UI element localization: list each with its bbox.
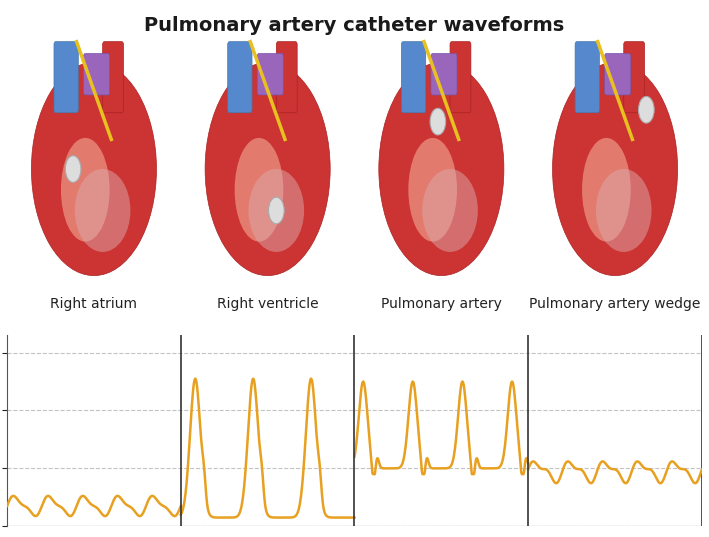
Text: Pulmonary artery catheter waveforms: Pulmonary artery catheter waveforms: [145, 16, 564, 35]
Circle shape: [639, 97, 654, 123]
Ellipse shape: [31, 62, 157, 275]
Circle shape: [430, 108, 446, 135]
FancyBboxPatch shape: [450, 42, 471, 113]
Ellipse shape: [596, 169, 652, 252]
FancyBboxPatch shape: [575, 42, 599, 113]
FancyBboxPatch shape: [401, 42, 425, 113]
FancyBboxPatch shape: [624, 42, 644, 113]
Ellipse shape: [423, 169, 478, 252]
Ellipse shape: [379, 62, 504, 275]
FancyBboxPatch shape: [84, 54, 110, 95]
FancyBboxPatch shape: [277, 42, 297, 113]
Ellipse shape: [205, 62, 330, 275]
Text: Pulmonary artery wedge: Pulmonary artery wedge: [530, 297, 700, 311]
Text: Right atrium: Right atrium: [50, 297, 138, 311]
Ellipse shape: [552, 62, 678, 275]
FancyBboxPatch shape: [103, 42, 123, 113]
FancyBboxPatch shape: [431, 54, 457, 95]
Circle shape: [65, 156, 81, 183]
Text: Right ventricle: Right ventricle: [217, 297, 318, 311]
FancyBboxPatch shape: [54, 42, 78, 113]
Ellipse shape: [61, 138, 110, 242]
Circle shape: [269, 197, 284, 224]
FancyBboxPatch shape: [257, 54, 284, 95]
Ellipse shape: [235, 138, 284, 242]
Ellipse shape: [582, 138, 631, 242]
Ellipse shape: [249, 169, 304, 252]
FancyBboxPatch shape: [605, 54, 631, 95]
Ellipse shape: [75, 169, 130, 252]
FancyBboxPatch shape: [228, 42, 252, 113]
Text: Pulmonary artery: Pulmonary artery: [381, 297, 502, 311]
Ellipse shape: [408, 138, 457, 242]
